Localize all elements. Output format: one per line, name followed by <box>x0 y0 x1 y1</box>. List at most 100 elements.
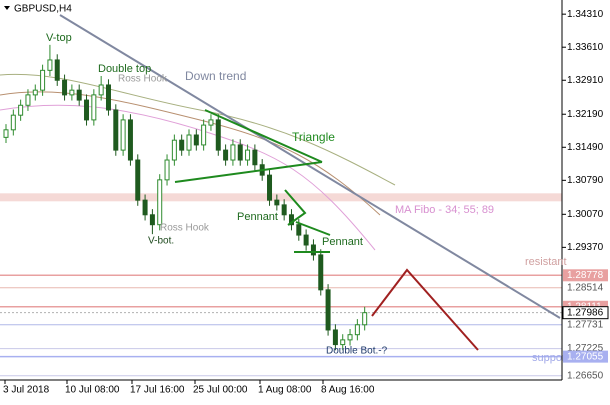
candle-body <box>69 89 75 96</box>
y-tick-label: 1.33610 <box>567 42 604 53</box>
annotation: support <box>532 352 569 364</box>
annotation: Down trend <box>185 69 246 83</box>
candle-body <box>362 312 368 326</box>
forecast-zigzag <box>371 268 479 351</box>
candle-body <box>113 109 119 151</box>
level-label: 1.27055 <box>567 351 604 362</box>
annotation: V-top <box>46 32 72 44</box>
level-label: 1.27225 <box>567 343 604 354</box>
candle-body <box>18 104 24 116</box>
annotation: Double top <box>98 63 151 75</box>
annotation: Pennant <box>322 236 363 248</box>
annotation: resistant <box>525 256 567 268</box>
candle-body <box>347 334 353 341</box>
candle-body <box>62 79 68 96</box>
candle-body <box>223 149 229 161</box>
y-tick-label: 1.32910 <box>567 75 604 86</box>
y-tick-label: 1.30790 <box>567 175 604 186</box>
level-label: 1.27731 <box>567 319 604 330</box>
candles <box>3 44 368 351</box>
candle-body <box>303 234 309 246</box>
candle-body <box>208 119 214 126</box>
y-tick-label: 1.32190 <box>567 109 604 120</box>
candle-body <box>135 159 141 201</box>
candle-body <box>91 94 97 121</box>
candle-body <box>245 149 251 161</box>
triangle-lower <box>174 161 323 183</box>
candle-body <box>318 254 324 291</box>
annotation: Pennant <box>237 211 278 223</box>
candle-body <box>40 69 46 91</box>
candle-body <box>186 134 192 151</box>
candle-body <box>142 199 148 216</box>
level-label-box <box>563 269 608 282</box>
y-tick-label: 1.31490 <box>567 142 604 153</box>
candle-body <box>193 134 199 146</box>
ma-55 <box>0 91 381 216</box>
candle-body <box>332 329 338 346</box>
x-tick-label: 17 Jul 16:00 <box>130 385 185 396</box>
candle-body <box>105 84 111 111</box>
support-band <box>0 193 562 202</box>
candle-body <box>252 149 258 166</box>
x-tick-label: 3 Jul 2018 <box>3 385 50 396</box>
pennant-1 <box>284 189 307 226</box>
level-label: 1.28778 <box>567 270 604 281</box>
candle-body <box>127 119 133 161</box>
candle-body <box>54 59 60 81</box>
candle-body <box>3 129 9 138</box>
levels <box>0 193 562 377</box>
candle-body <box>76 89 82 101</box>
annotation: V-bot. <box>148 236 174 247</box>
annotation: Ross Hook <box>118 74 168 85</box>
axis-labels: 1.34310 1.33610 1.32910 1.32190 1.31490 1.307… <box>3 9 609 396</box>
candle-body <box>310 244 316 256</box>
candle-body <box>230 144 236 161</box>
y-tick-label: 1.34310 <box>567 9 604 20</box>
current-price-label: 1.27986 <box>567 307 604 318</box>
candle-body <box>325 289 331 331</box>
candle-body <box>32 89 38 96</box>
candle-body <box>10 114 16 131</box>
candle-body <box>215 119 221 151</box>
level-label: 1.26650 <box>567 370 604 381</box>
candle-body <box>179 139 185 151</box>
candle-body <box>164 159 170 181</box>
x-tick-label: 25 Jul 00:00 <box>193 385 248 396</box>
level-label-box <box>563 350 608 363</box>
triangle-upper <box>204 109 323 163</box>
candle-body <box>120 119 126 151</box>
candle-body <box>84 99 90 121</box>
candle-body <box>201 124 207 146</box>
candle-body <box>149 214 155 226</box>
candle-body <box>171 139 177 161</box>
ma-34 <box>0 104 376 251</box>
candle-body <box>25 94 31 106</box>
candle-body <box>47 59 53 71</box>
symbol-title: GBPUSD,H4 <box>14 4 72 15</box>
annotation: MA Fibo - 34; 55; 89 <box>395 204 494 216</box>
x-tick-label: 10 Jul 08:00 <box>65 385 120 396</box>
candle-body <box>288 214 294 226</box>
annotation: Double Bot.-? <box>326 346 388 357</box>
down-trend-line <box>59 14 561 319</box>
candle-body <box>157 179 163 226</box>
current-price-box <box>562 306 609 320</box>
candle-body <box>237 144 243 161</box>
level-label: 1.28514 <box>567 282 604 293</box>
x-tick-label: 8 Aug 16:00 <box>321 385 375 396</box>
candle-body <box>281 204 287 216</box>
annotation: Triangle <box>292 130 335 144</box>
candle-body <box>274 199 280 206</box>
x-tick-label: 1 Aug 08:00 <box>258 385 312 396</box>
title-arrow <box>4 6 10 10</box>
candle-body <box>340 339 346 346</box>
y-tick-label: 1.29370 <box>567 242 604 253</box>
pennant-2-upper <box>295 221 331 236</box>
candle-body <box>296 224 302 236</box>
annotation: Ross Hook <box>160 223 210 234</box>
candle-body <box>98 84 104 96</box>
candle-body <box>354 324 360 336</box>
y-tick-label: 1.30070 <box>567 209 604 220</box>
